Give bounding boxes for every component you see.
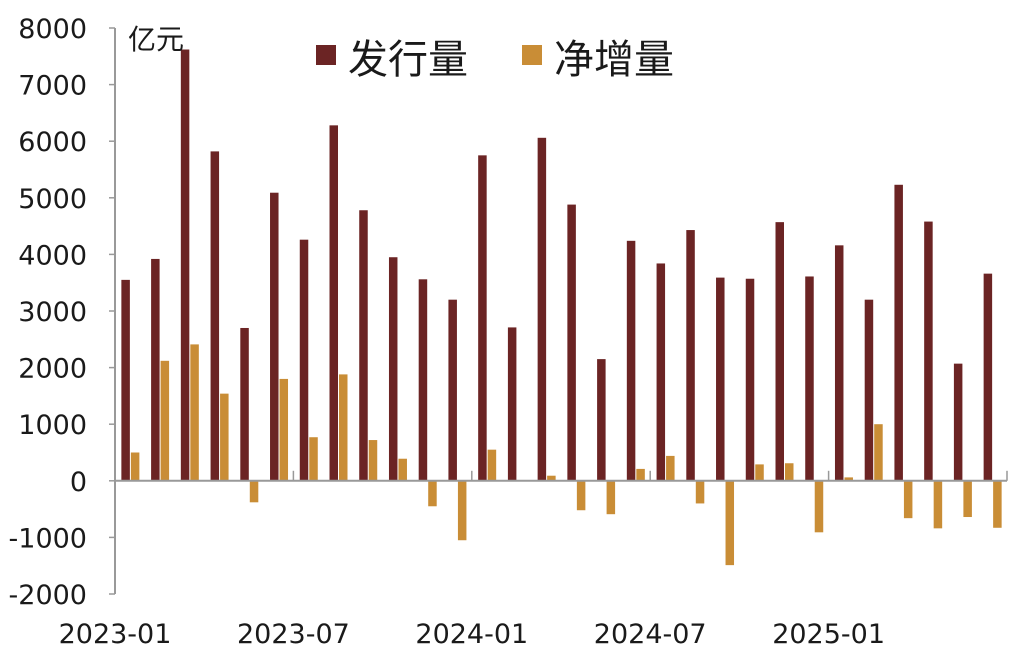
y-tick-label: 4000 [18,240,87,271]
y-tick-label: -1000 [9,523,87,554]
y-tick-label: 3000 [18,297,87,328]
issuance-bar [151,258,160,481]
net-increase-bar [695,480,705,504]
issuance-bar [716,277,725,481]
issuance-bar [507,327,517,481]
legend-label: 发行量 [348,37,468,83]
net-increase-bar [785,463,794,481]
y-axis-ticks: -2000 -1000 0 1000 2000 3000 4000 5000 6000 7000 8… [9,14,115,611]
net-increase-bar [933,480,943,529]
net-increase-bar [309,437,318,481]
y-tick-label: 0 [70,467,87,498]
issuance-bar [478,155,487,481]
x-tick-label: 2023-07 [237,619,350,650]
issuance-bar [448,299,457,481]
net-increase-bar [814,480,824,533]
issuance-bar [567,204,576,481]
issuance-bar [656,263,666,481]
x-tick-label: 2025-01 [772,619,885,650]
net-increase-bar [398,458,407,481]
axes [114,28,1008,594]
x-tick-label: 2024-07 [594,619,707,650]
issuance-bar [834,245,844,481]
net-increase-bar [368,440,378,481]
y-tick-label: 7000 [18,71,87,102]
issuance-bar [775,222,784,481]
issuance-bar [597,359,606,481]
issuance-bar [270,192,279,481]
issuance-bar [329,125,338,481]
bars [121,49,1002,566]
y-tick-label: -2000 [9,580,87,611]
legend-label: 净增量 [554,37,674,83]
issuance-bar [894,184,903,481]
legend: 发行量 净增量 [316,37,674,83]
net-increase-bar [636,468,645,481]
issuance-bar [953,363,963,481]
issuance-bar [745,278,755,481]
net-increase-bar [755,464,764,481]
y-axis-unit-label: 亿元 [128,23,184,56]
y-tick-label: 5000 [18,184,87,215]
net-increase-bar [666,455,675,481]
y-tick-label: 8000 [18,14,87,45]
net-increase-bar [220,393,229,481]
issuance-bar [359,210,368,481]
net-increase-bar [249,480,259,503]
issuance-bar [180,49,190,481]
net-increase-bar [874,424,883,481]
net-increase-bar [487,449,497,481]
issuance-bar [924,221,933,481]
net-increase-bar [190,344,199,481]
net-increase-bar [903,480,913,519]
net-increase-bar [160,360,170,481]
net-increase-bar [606,480,616,515]
issuance-bar [299,239,309,481]
net-increase-bar [576,480,586,511]
net-increase-bar [844,477,853,481]
issuance-bar [983,273,993,481]
net-increase-bar [963,480,972,518]
issuance-bar [537,137,547,481]
issuance-bar [805,276,814,481]
issuance-bar [240,327,249,481]
issuance-bar [210,151,220,481]
y-tick-label: 1000 [18,410,87,441]
net-increase-bar [279,378,289,481]
issuance-bar [388,257,398,481]
net-increase-bar [339,374,348,481]
net-increase-bar [993,480,1002,528]
y-tick-label: 6000 [18,127,87,158]
x-axis-ticks: 2023-01 2023-07 2024-01 2024-07 2025-01 [59,619,885,650]
issuance-bar [864,299,874,481]
net-increase-bar [457,480,467,541]
x-tick-label: 2023-01 [59,619,172,650]
legend-swatch [522,45,542,65]
issuance-bar [121,279,130,481]
net-increase-bar [725,480,735,566]
issuance-bar [626,240,636,481]
y-tick-label: 2000 [18,354,87,385]
net-increase-bar [428,480,437,507]
net-increase-bar [130,452,140,481]
net-increase-bar [547,475,556,481]
issuance-bar [686,230,695,481]
legend-swatch [316,45,336,65]
issuance-bar [418,279,428,481]
x-tick-label: 2024-01 [415,619,528,650]
